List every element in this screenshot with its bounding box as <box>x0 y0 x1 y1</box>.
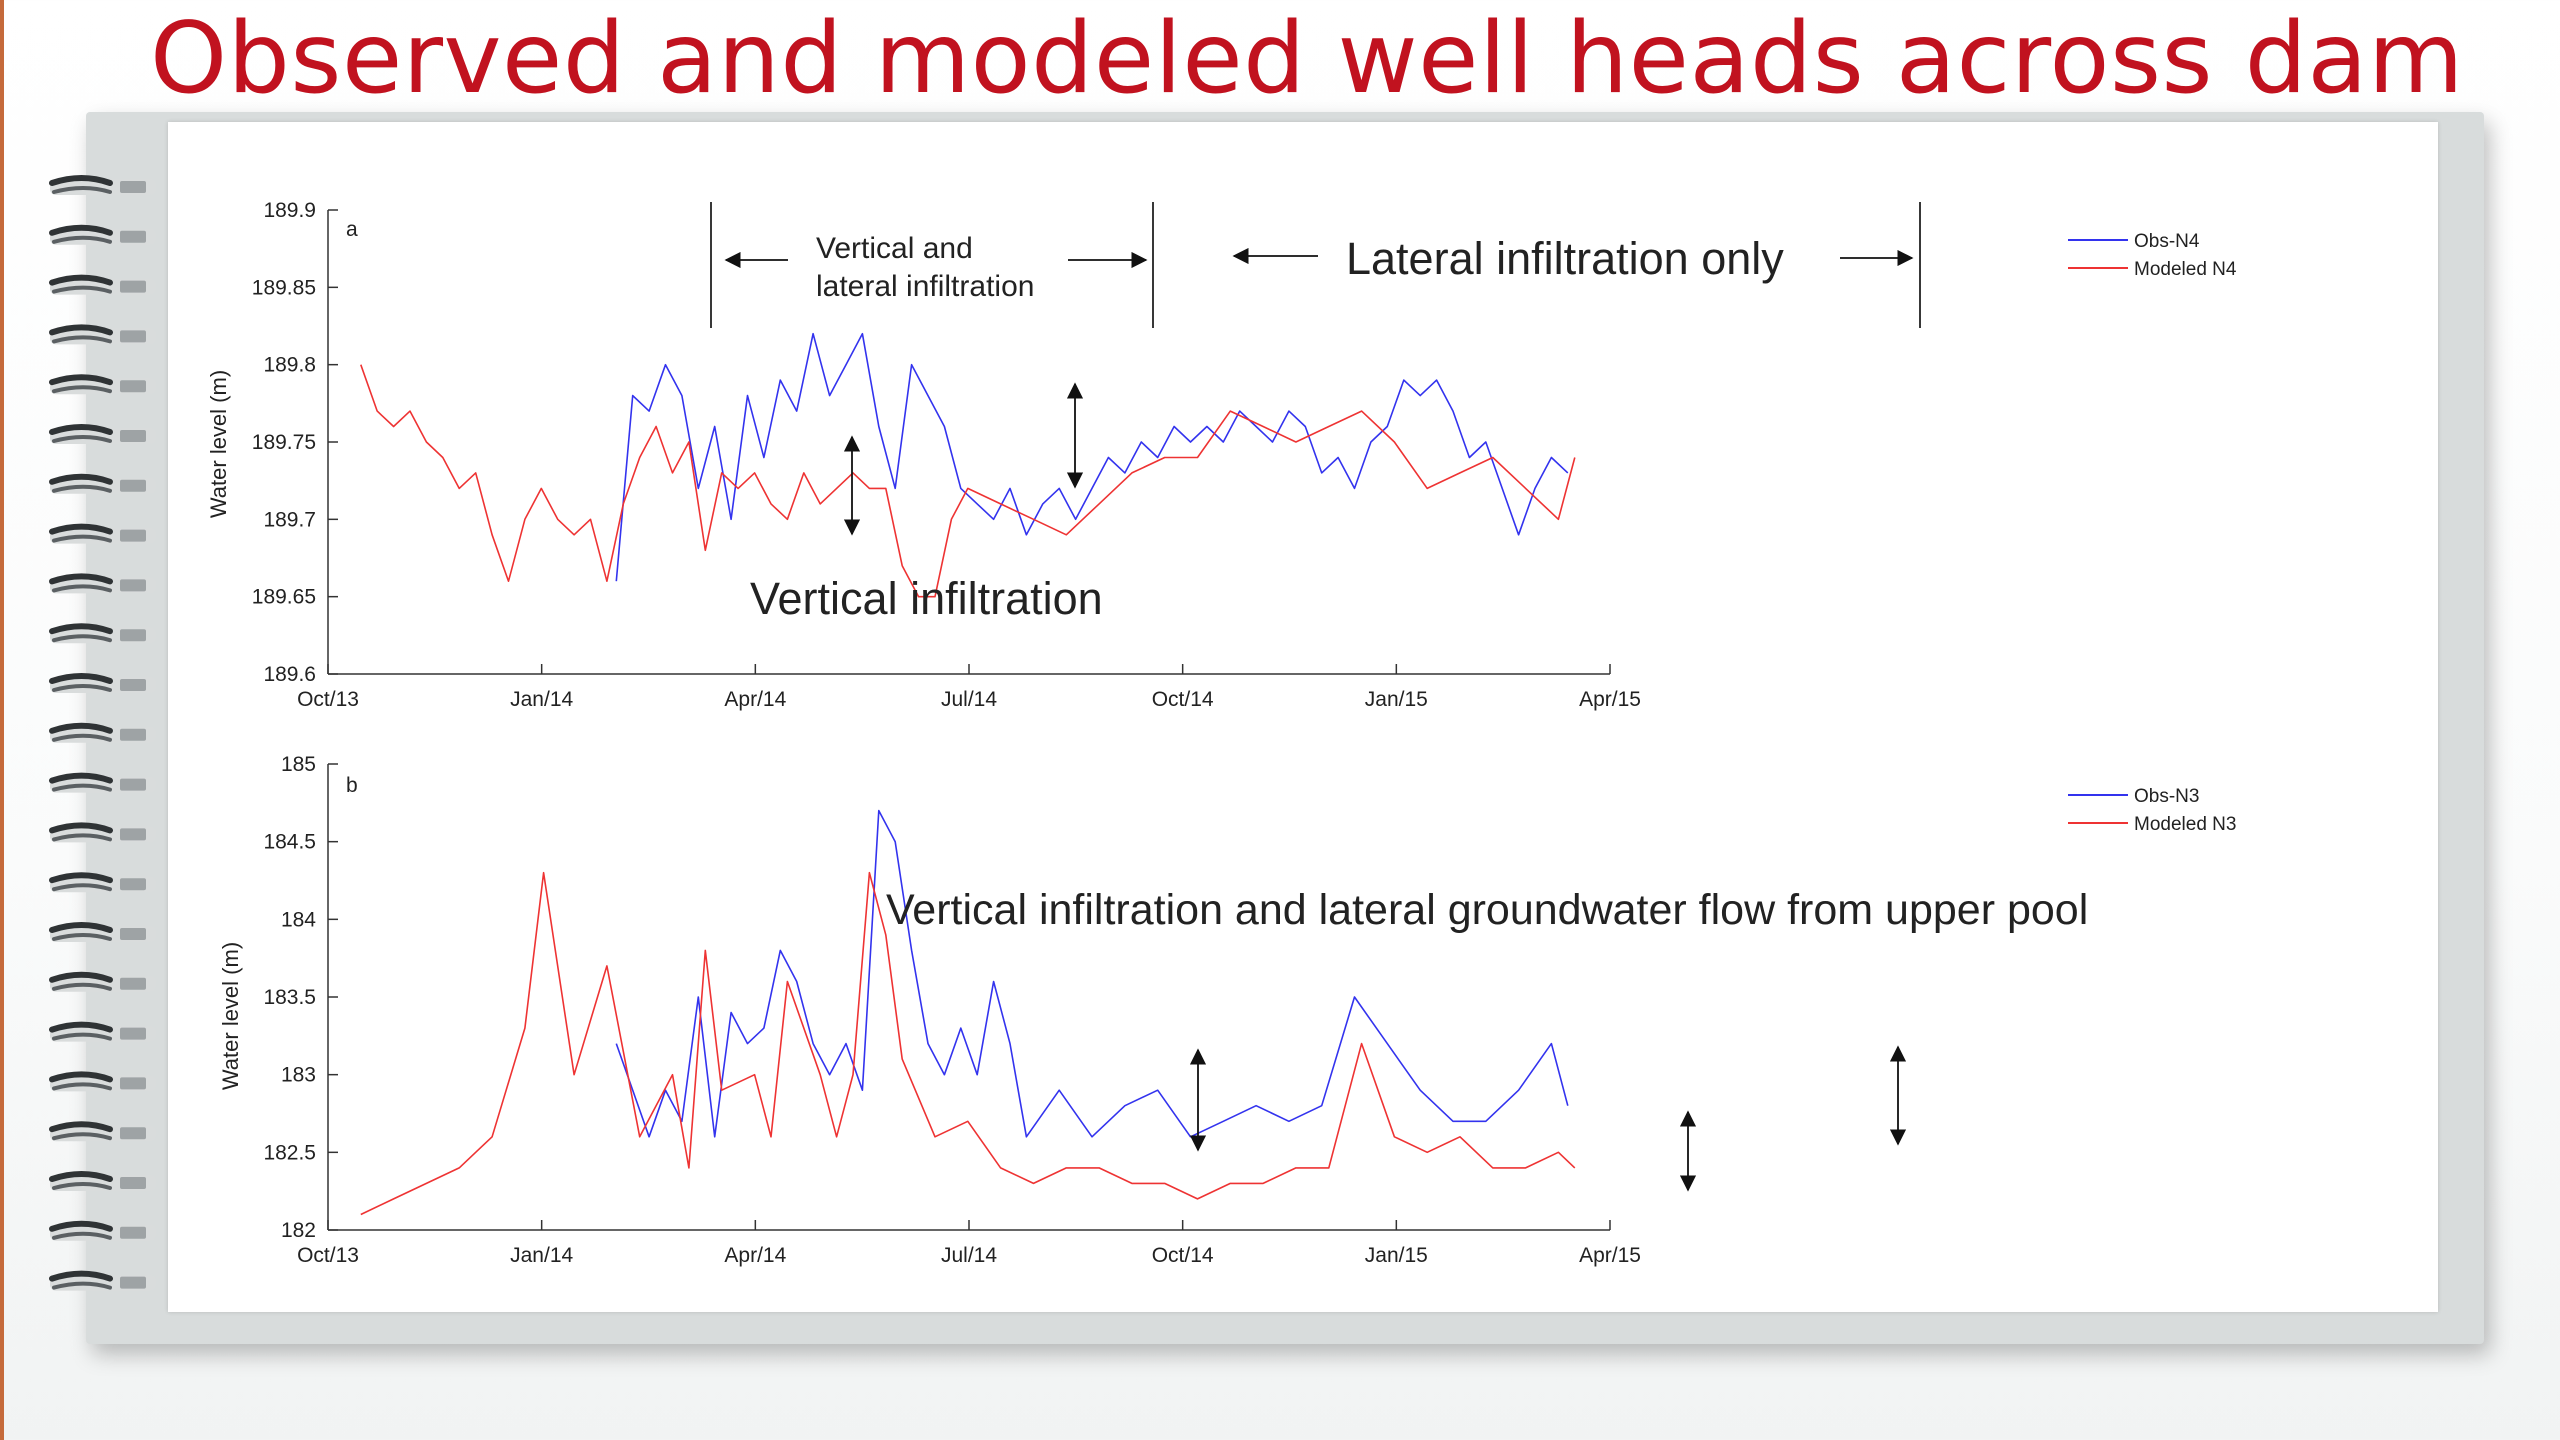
chart-series-group <box>360 809 1576 1216</box>
series-line-modeled <box>360 364 1576 598</box>
y-tick-label: 189.9 <box>263 199 316 222</box>
spiral-ring <box>49 822 156 843</box>
y-tick-label: 184.5 <box>263 831 316 854</box>
chart-axes: 189.6 189.65 189.7 189.75 189.8 189.85 189.9 Oc… <box>252 199 1641 711</box>
chart-panel-a: 189.6 189.65 189.7 189.75 189.8 189.85 189.9 Oc… <box>206 199 2237 711</box>
spiral-ring <box>49 971 156 992</box>
x-tick-label: Jan/14 <box>510 1244 573 1267</box>
legend-label: Modeled N3 <box>2134 814 2236 835</box>
spiral-ring <box>49 424 156 444</box>
spiral-ring <box>49 324 156 345</box>
spiral-ring <box>49 175 156 195</box>
x-tick-label: Apr/15 <box>1579 688 1641 711</box>
chart-legend: Obs-N3 Modeled N3 <box>2068 786 2236 835</box>
legend-label: Obs-N3 <box>2134 786 2199 807</box>
legend-label: Modeled N4 <box>2134 259 2237 280</box>
x-tick-label: Oct/13 <box>297 688 359 711</box>
spiral-ring <box>49 623 156 644</box>
spiral-ring <box>49 1021 156 1042</box>
x-tick-label: Apr/14 <box>724 1244 786 1267</box>
y-tick-label: 182 <box>281 1219 316 1242</box>
spiral-ring <box>49 1171 156 1191</box>
chart-legend: Obs-N4 Modeled N4 <box>2068 231 2237 280</box>
series-line-observed <box>615 332 1569 582</box>
spiral-ring <box>49 1121 156 1142</box>
y-tick-label: 189.85 <box>252 276 316 299</box>
spiral-ring <box>49 473 156 494</box>
x-tick-label: Jan/15 <box>1365 1244 1428 1267</box>
chart-axes: 182 182.5 183 183.5 184 184.5 185 Oct/13 Jan/14 A… <box>263 753 1641 1267</box>
legend-label: Obs-N4 <box>2134 231 2200 252</box>
y-tick-label: 189.75 <box>252 431 316 454</box>
y-tick-label: 184 <box>281 908 316 931</box>
x-tick-label: Oct/14 <box>1152 1244 1214 1267</box>
y-axis-label: Water level (m) <box>206 370 231 518</box>
x-tick-label: Apr/14 <box>724 688 786 711</box>
x-tick-label: Jan/15 <box>1365 688 1428 711</box>
series-line-modeled <box>360 871 1576 1216</box>
chart-panel-b: 182 182.5 183 183.5 184 184.5 185 Oct/13 Jan/14 A… <box>218 753 2236 1267</box>
spiral-ring <box>49 673 156 693</box>
spiral-ring <box>49 523 156 544</box>
spiral-ring <box>49 1220 156 1241</box>
series-line-observed <box>615 809 1569 1138</box>
y-tick-label: 189.8 <box>263 354 316 377</box>
x-tick-label: Jan/14 <box>510 688 573 711</box>
annotation-main: Vertical infiltration and lateral ground… <box>886 886 2088 934</box>
y-tick-label: 183 <box>281 1064 316 1087</box>
spiral-ring <box>49 722 156 743</box>
y-tick-label: 189.65 <box>252 586 316 609</box>
y-tick-label: 182.5 <box>263 1141 316 1164</box>
x-tick-label: Apr/15 <box>1579 1244 1641 1267</box>
y-tick-label: 183.5 <box>263 986 316 1009</box>
x-tick-label: Jul/14 <box>941 688 997 711</box>
spiral-ring <box>49 872 156 893</box>
chart-series-group <box>360 332 1576 598</box>
spiral-ring <box>49 374 156 395</box>
y-tick-label: 185 <box>281 753 316 776</box>
figure: 189.6 189.65 189.7 189.75 189.8 189.85 189.9 Oc… <box>206 199 2237 1267</box>
slide-title: Observed and modeled well heads across d… <box>150 2 2464 116</box>
spiral-binding-icon <box>49 175 156 1291</box>
spiral-ring <box>49 922 156 942</box>
x-tick-label: Jul/14 <box>941 1244 997 1267</box>
y-tick-label: 189.6 <box>263 663 316 686</box>
spiral-ring <box>49 1270 156 1291</box>
slide-left-accent <box>0 0 4 1440</box>
x-tick-label: Oct/14 <box>1152 688 1214 711</box>
panel-label: a <box>346 218 358 241</box>
spiral-ring <box>49 772 156 793</box>
panel-label: b <box>346 774 358 797</box>
spiral-ring <box>49 274 156 295</box>
annotation-lateral-only: Lateral infiltration only <box>1346 233 1784 284</box>
annotation-vertical-infiltration: Vertical infiltration <box>750 573 1103 624</box>
x-tick-label: Oct/13 <box>297 1244 359 1267</box>
spiral-ring <box>49 1071 156 1092</box>
annotation-vertical-and-lateral: Vertical and lateral infiltration <box>816 232 1034 303</box>
spiral-ring <box>49 224 156 245</box>
y-axis-label: Water level (m) <box>218 942 243 1090</box>
spiral-ring <box>49 573 156 594</box>
y-tick-label: 189.7 <box>263 508 316 531</box>
notebook-page <box>168 122 2438 1312</box>
